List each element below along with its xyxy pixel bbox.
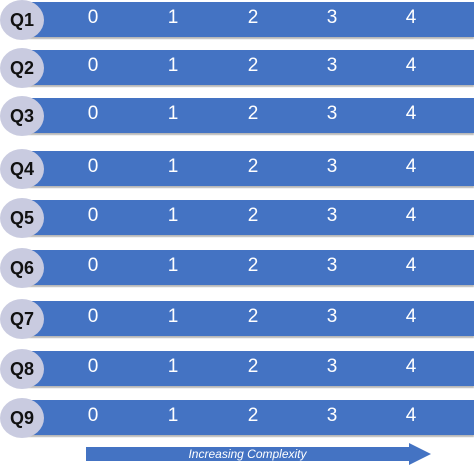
score-value: 3 [326, 405, 338, 426]
score-value: 2 [247, 156, 259, 177]
score-value: 0 [87, 205, 99, 226]
score-value: 1 [167, 205, 179, 226]
score-value: 3 [326, 205, 338, 226]
score-value: 4 [405, 205, 417, 226]
score-value: 3 [326, 255, 338, 276]
score-value: 1 [167, 55, 179, 76]
score-value: 1 [167, 306, 179, 327]
score-value: 2 [247, 103, 259, 124]
score-bar [16, 301, 474, 336]
score-value: 3 [326, 7, 338, 28]
question-row: Q9 0 1 2 3 4 [0, 398, 474, 438]
score-value: 0 [87, 7, 99, 28]
question-row: Q8 0 1 2 3 4 [0, 349, 474, 389]
score-value: 3 [326, 156, 338, 177]
score-value: 4 [405, 356, 417, 377]
arrow-label: Increasing Complexity [188, 447, 307, 461]
question-label: Q4 [0, 149, 44, 189]
question-label: Q1 [0, 0, 44, 40]
arrow-right-icon [86, 443, 431, 465]
score-value: 0 [87, 405, 99, 426]
score-value: 2 [247, 7, 259, 28]
score-bar [16, 2, 474, 37]
score-value: 3 [326, 306, 338, 327]
score-bar [16, 250, 474, 285]
score-value: 1 [167, 255, 179, 276]
score-value: 1 [167, 156, 179, 177]
score-value: 2 [247, 306, 259, 327]
score-value: 2 [247, 356, 259, 377]
score-value: 4 [405, 405, 417, 426]
score-value: 0 [87, 156, 99, 177]
score-value: 0 [87, 55, 99, 76]
score-value: 0 [87, 255, 99, 276]
question-row: Q2 0 1 2 3 4 [0, 48, 474, 88]
score-value: 0 [87, 306, 99, 327]
question-label: Q8 [0, 349, 44, 389]
score-bar [16, 151, 474, 186]
score-value: 2 [247, 405, 259, 426]
score-value: 4 [405, 255, 417, 276]
question-row: Q3 0 1 2 3 4 [0, 96, 474, 136]
score-value: 1 [167, 356, 179, 377]
question-label: Q3 [0, 96, 44, 136]
score-value: 4 [405, 156, 417, 177]
score-bar [16, 50, 474, 85]
score-bar [16, 98, 474, 133]
score-bar [16, 400, 474, 435]
score-value: 1 [167, 7, 179, 28]
score-value: 1 [167, 103, 179, 124]
score-value: 4 [405, 103, 417, 124]
question-label: Q5 [0, 198, 44, 238]
question-row: Q1 0 1 2 3 4 [0, 0, 474, 40]
complexity-arrow: Increasing Complexity [86, 443, 431, 465]
score-value: 4 [405, 7, 417, 28]
question-label: Q2 [0, 48, 44, 88]
score-value: 0 [87, 103, 99, 124]
question-label: Q7 [0, 299, 44, 339]
score-bar [16, 351, 474, 386]
question-row: Q4 0 1 2 3 4 [0, 149, 474, 189]
score-value: 4 [405, 55, 417, 76]
question-label: Q6 [0, 248, 44, 288]
score-value: 3 [326, 356, 338, 377]
score-bar [16, 200, 474, 235]
score-value: 3 [326, 55, 338, 76]
score-value: 2 [247, 205, 259, 226]
question-row: Q7 0 1 2 3 4 [0, 299, 474, 339]
score-value: 4 [405, 306, 417, 327]
score-value: 2 [247, 255, 259, 276]
score-value: 3 [326, 103, 338, 124]
score-value: 0 [87, 356, 99, 377]
score-value: 2 [247, 55, 259, 76]
question-label: Q9 [0, 398, 44, 438]
question-row: Q5 0 1 2 3 4 [0, 198, 474, 238]
question-row: Q6 0 1 2 3 4 [0, 248, 474, 288]
score-value: 1 [167, 405, 179, 426]
